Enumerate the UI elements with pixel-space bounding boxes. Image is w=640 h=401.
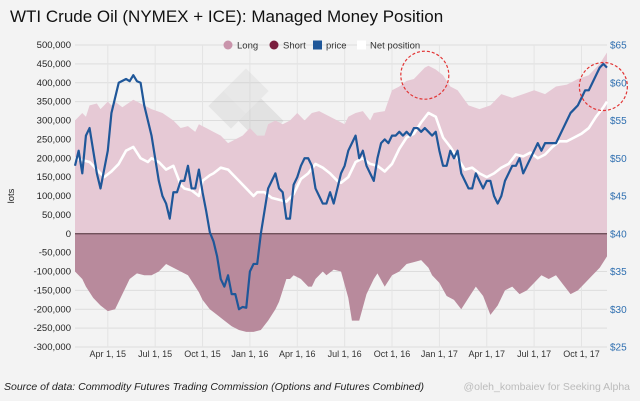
y-tick-label: 0 — [66, 229, 71, 240]
y-tick-label: 350,000 — [37, 97, 71, 108]
y-tick-label: 150,000 — [37, 172, 71, 183]
y-tick-label: 250,000 — [37, 134, 71, 145]
legend-label: Long — [237, 41, 258, 52]
y2-tick-label: $30 — [610, 305, 627, 316]
line-layer — [73, 62, 609, 311]
y-tick-label: -200,000 — [33, 304, 71, 315]
y-tick-label: 200,000 — [37, 153, 71, 164]
axes: 500,000 450,000 400,000 350,000 300,000 250,0… — [6, 40, 627, 359]
legend: Long Short price Net position — [223, 40, 420, 52]
legend-swatch — [313, 40, 322, 50]
x-tick-label: Apr 1, 17 — [468, 349, 505, 359]
y2-tick-label: $35 — [610, 267, 627, 278]
x-tick-label: Jul 1, 17 — [517, 349, 551, 359]
y2-tick-label: $65 — [610, 41, 627, 52]
y-tick-label: 400,000 — [37, 78, 71, 89]
legend-swatch — [269, 40, 279, 50]
y2-tick-label: $60 — [610, 78, 627, 89]
legend-label: Short — [283, 41, 306, 52]
x-tick-label: Jul 1, 15 — [138, 349, 172, 359]
long-area — [75, 52, 607, 234]
y-tick-label: -300,000 — [33, 342, 71, 353]
y-tick-label: 500,000 — [37, 40, 71, 51]
y-tick-label: 100,000 — [37, 191, 71, 202]
x-tick-label: Oct 1, 15 — [184, 349, 221, 359]
short-area — [75, 233, 607, 332]
legend-swatch — [357, 40, 366, 50]
y2-tick-label: $55 — [610, 116, 627, 127]
x-tick-label: Apr 1, 15 — [90, 349, 127, 359]
annotation-circle — [400, 50, 450, 100]
y-tick-label: 450,000 — [37, 59, 71, 70]
x-tick-label: Jan 1, 16 — [231, 349, 268, 359]
y-tick-label: -100,000 — [33, 267, 71, 278]
y2-tick-label: $50 — [610, 154, 627, 165]
y-tick-label: 50,000 — [42, 210, 71, 221]
y-axis-label: lots — [6, 188, 17, 203]
y2-tick-label: $45 — [610, 192, 627, 203]
price-line — [73, 62, 608, 311]
y-tick-label: -50,000 — [39, 248, 71, 259]
y-tick-label: -250,000 — [33, 323, 71, 334]
net-position-line — [74, 100, 609, 203]
legend-label: price — [326, 41, 347, 52]
legend-swatch — [223, 40, 233, 50]
source-note: Source of data: Commodity Futures Tradin… — [4, 381, 424, 393]
chart-title: WTI Crude Oil (NYMEX + ICE): Managed Mon… — [10, 7, 444, 26]
y2-tick-label: $40 — [610, 229, 627, 240]
annotation-circle — [578, 61, 628, 112]
credit: @oleh_kombaiev for Seeking Alpha — [463, 381, 630, 393]
x-tick-label: Oct 1, 16 — [374, 349, 411, 359]
y-tick-label: 300,000 — [37, 116, 71, 127]
x-tick-label: Oct 1, 17 — [563, 349, 600, 359]
y-tick-label: -150,000 — [33, 285, 71, 296]
y2-tick-label: $25 — [610, 343, 627, 354]
x-tick-label: Jul 1, 16 — [328, 349, 362, 359]
x-tick-label: Jan 1, 17 — [421, 349, 458, 359]
area-layer — [75, 52, 607, 332]
legend-label: Net position — [370, 41, 420, 52]
annotations — [400, 50, 628, 112]
x-tick-label: Apr 1, 16 — [279, 349, 316, 359]
